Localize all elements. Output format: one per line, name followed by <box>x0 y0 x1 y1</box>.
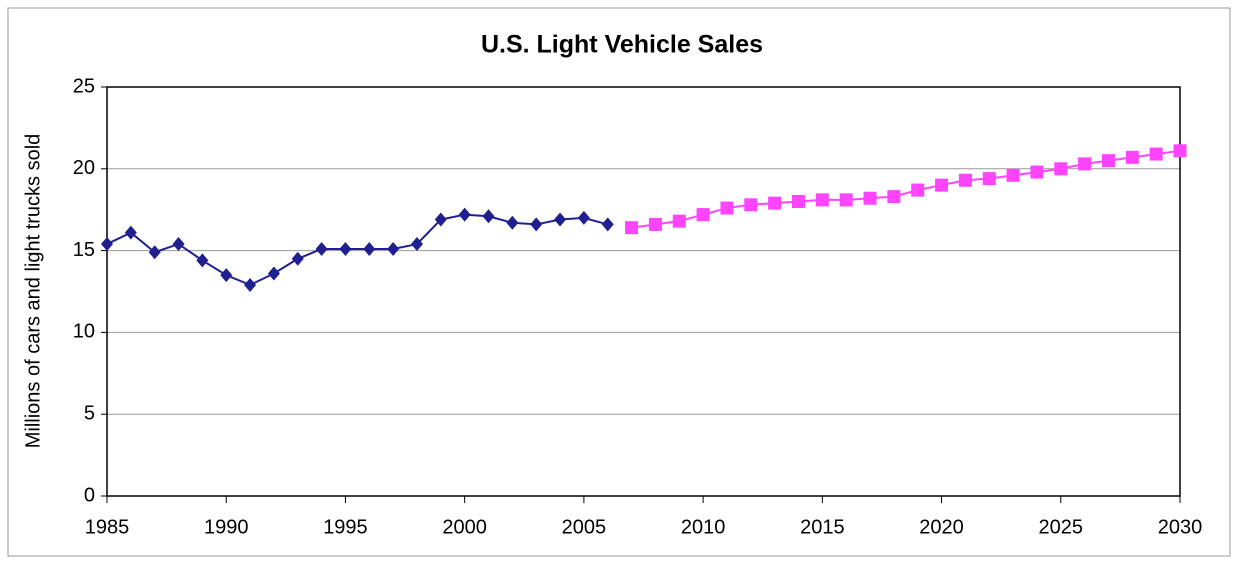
point <box>744 198 758 212</box>
point <box>220 268 233 283</box>
point <box>244 277 257 292</box>
point <box>887 190 901 204</box>
point <box>768 196 782 210</box>
x-tick-label: 1995 <box>323 516 368 538</box>
point <box>458 207 471 222</box>
point <box>434 212 447 227</box>
point <box>1078 157 1092 171</box>
point <box>1149 147 1163 161</box>
point <box>839 193 853 207</box>
point <box>577 210 590 225</box>
point <box>911 183 925 197</box>
point <box>101 237 113 252</box>
point <box>1125 150 1139 164</box>
point <box>482 209 495 224</box>
plot-area <box>106 86 1181 497</box>
y-axis-label: Millions of cars and light trucks sold <box>22 134 44 449</box>
point <box>554 212 567 227</box>
point <box>601 217 614 232</box>
point <box>148 245 161 260</box>
point <box>720 201 734 215</box>
point <box>935 178 949 192</box>
point <box>410 237 423 252</box>
point <box>363 241 376 256</box>
y-tick-label: 25 <box>73 75 95 97</box>
point <box>648 217 662 231</box>
point <box>815 193 829 207</box>
point <box>387 241 400 256</box>
point <box>339 241 352 256</box>
x-tick-label: 2025 <box>1039 516 1084 538</box>
point <box>791 195 805 209</box>
x-tick-label: 2015 <box>800 516 845 538</box>
point <box>1006 168 1020 182</box>
chart-frame <box>7 7 1231 557</box>
y-tick-label: 0 <box>84 484 95 506</box>
point <box>1173 144 1187 158</box>
point <box>315 241 328 256</box>
point <box>696 208 710 222</box>
y-tick-label: 10 <box>73 321 95 343</box>
point <box>982 172 996 186</box>
y-tick-label: 15 <box>73 239 95 261</box>
point <box>196 253 209 268</box>
point <box>863 191 877 205</box>
point <box>506 215 519 230</box>
point <box>958 173 972 187</box>
chart-title: U.S. Light Vehicle Sales <box>481 31 763 59</box>
x-tick-label: 2020 <box>919 516 964 538</box>
point <box>625 221 639 235</box>
point <box>291 251 304 266</box>
y-tick-label: 20 <box>73 157 95 179</box>
y-tick-label: 5 <box>84 402 95 424</box>
point <box>1054 162 1068 176</box>
x-tick-label: 1985 <box>85 516 130 538</box>
point <box>672 214 686 228</box>
x-tick-label: 2005 <box>562 516 607 538</box>
point <box>124 225 137 240</box>
x-tick-label: 1990 <box>204 516 249 538</box>
x-tick-label: 2000 <box>442 516 487 538</box>
point <box>1030 165 1044 179</box>
point <box>530 217 543 232</box>
point <box>1101 154 1115 168</box>
x-tick-label: 2030 <box>1158 516 1203 538</box>
series-line <box>106 213 608 287</box>
point <box>267 266 280 281</box>
x-tick-label: 2010 <box>681 516 726 538</box>
point <box>172 237 185 252</box>
